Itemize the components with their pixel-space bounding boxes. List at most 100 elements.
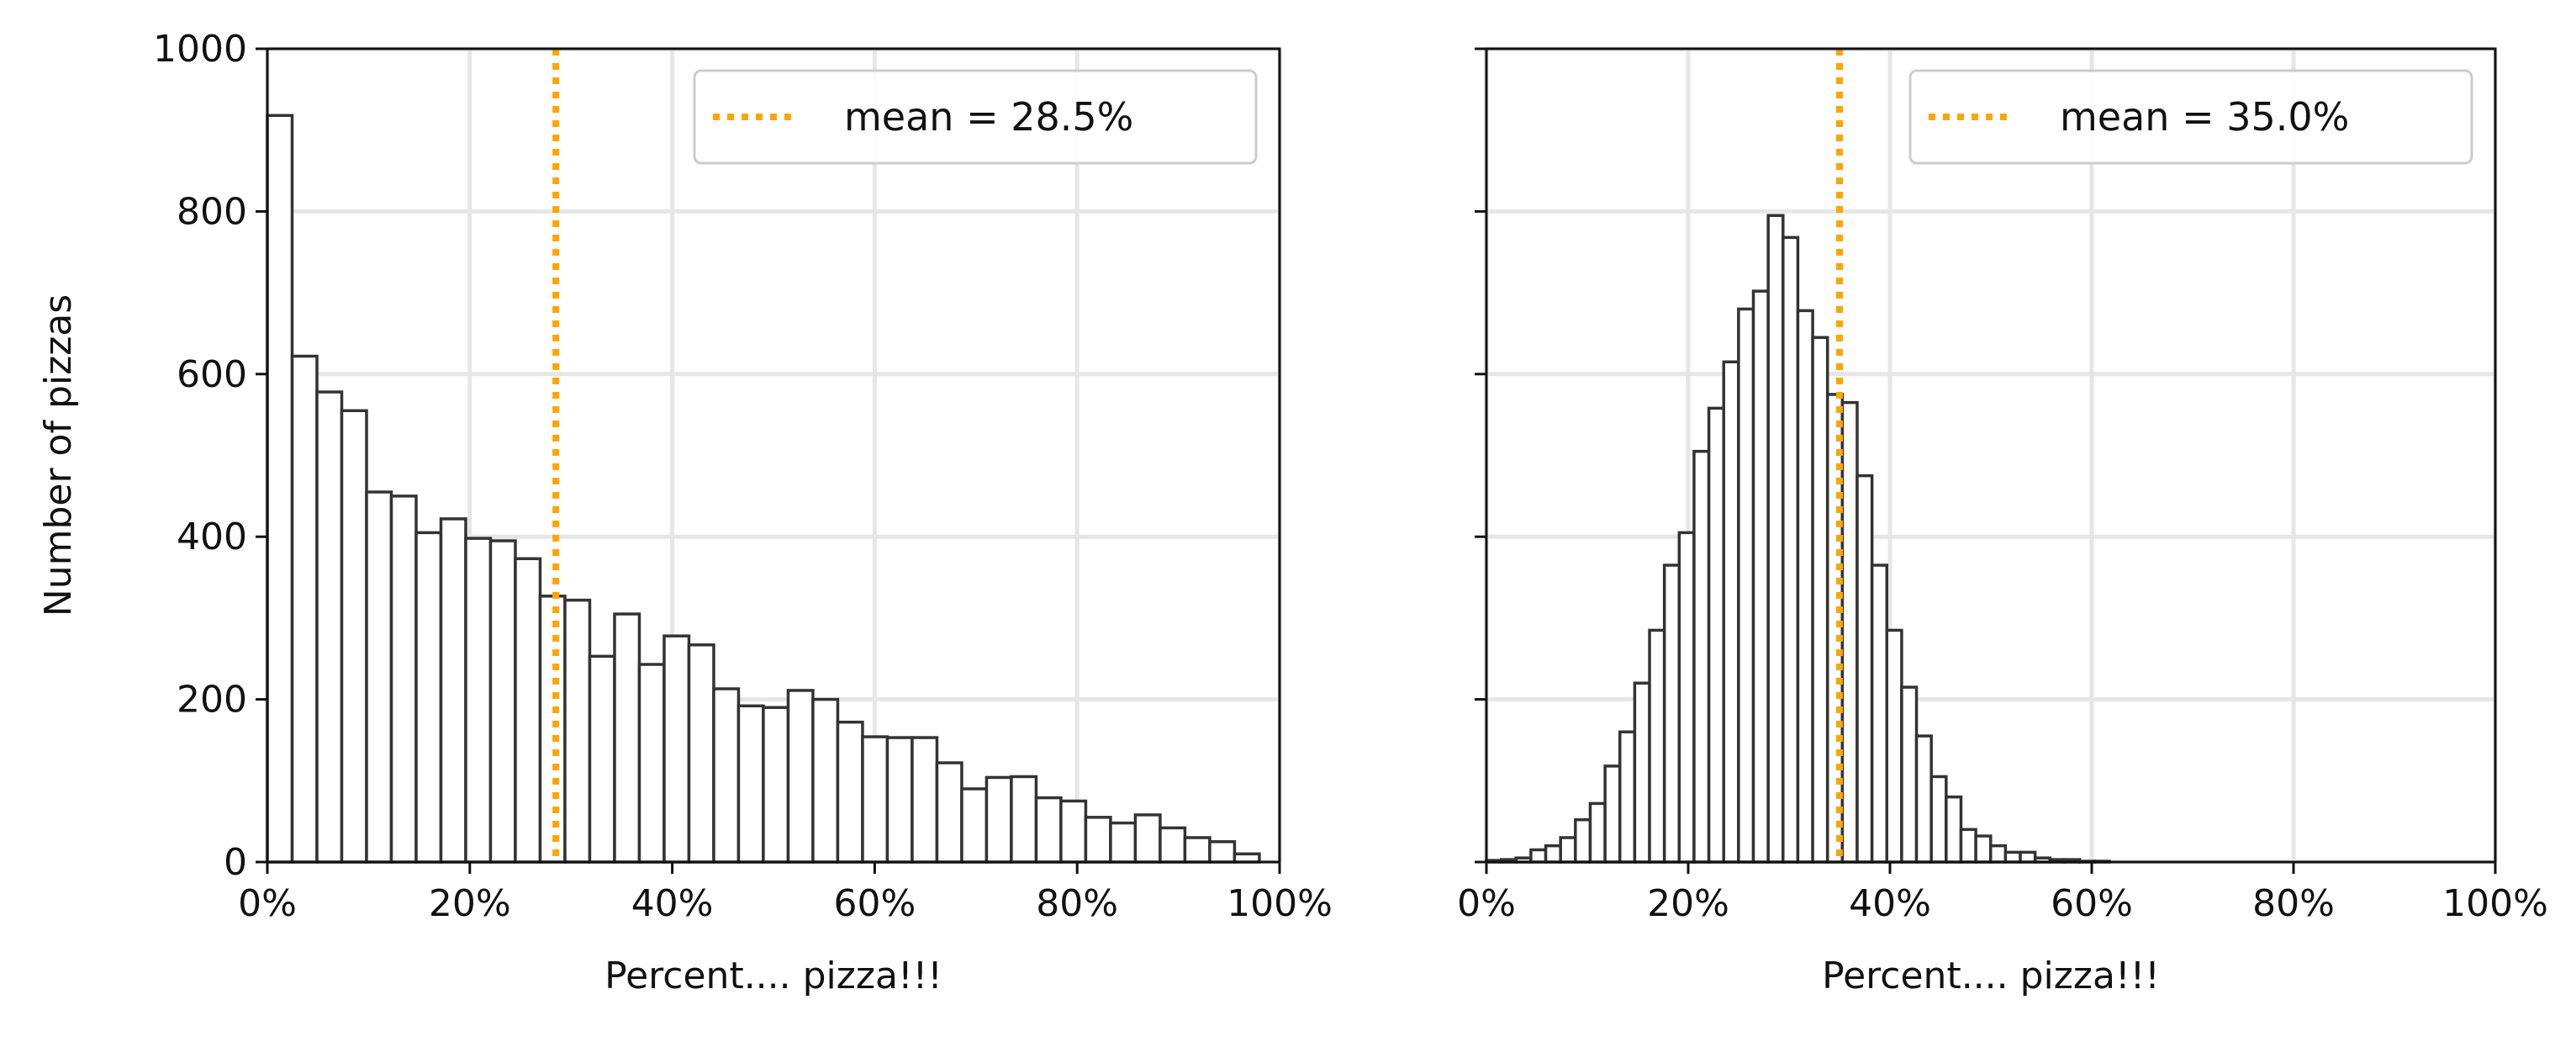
histogram-bar <box>1618 730 1637 864</box>
x-tick-label: 100% <box>1227 882 1333 925</box>
histogram-bar <box>1751 289 1770 864</box>
histogram-bar <box>1885 628 1903 864</box>
histogram-bar <box>762 706 790 864</box>
histogram-bar <box>1574 817 1592 864</box>
histogram-bar <box>960 787 989 864</box>
histogram-bar <box>1529 848 1548 864</box>
y-axis-label: Number of pizzas <box>37 294 80 616</box>
histogram-bar <box>1603 764 1622 864</box>
histogram-bar <box>1084 816 1112 864</box>
histogram-bar <box>315 390 344 864</box>
histogram-bar <box>786 689 815 864</box>
x-tick-label: 80% <box>2252 882 2335 925</box>
histogram-bar <box>1811 336 1829 864</box>
x-tick-label: 40% <box>631 882 714 925</box>
histogram-bar <box>1722 360 1740 864</box>
legend-box <box>693 69 1258 165</box>
histogram-bar <box>1945 795 1963 864</box>
x-tick-label: 40% <box>1849 882 1931 925</box>
x-tick-label: 100% <box>2442 882 2548 925</box>
y-tick-label: 800 <box>177 190 247 233</box>
histogram-bar <box>1633 681 1651 864</box>
histogram-bar <box>340 409 368 864</box>
histogram-bar <box>736 704 765 864</box>
histogram-bar <box>1109 821 1138 864</box>
histogram-bar <box>1544 844 1562 864</box>
histogram-bar <box>2019 850 2037 864</box>
histogram-bar <box>365 490 393 864</box>
histogram-bar <box>1208 840 1237 864</box>
histogram-bar <box>712 687 741 864</box>
histogram-bar <box>1707 406 1725 864</box>
histogram-bar <box>439 517 467 864</box>
histogram-bar <box>1974 834 1993 864</box>
histogram-bar <box>1959 828 1977 864</box>
histogram-bar <box>1662 563 1681 864</box>
histogram-bar <box>885 736 914 864</box>
x-axis-label: Percent.... pizza!!! <box>604 955 942 997</box>
legend-label: mean = 28.5% <box>844 94 1133 140</box>
y-tick-label: 200 <box>177 679 247 722</box>
histogram-bar <box>662 634 691 864</box>
histogram-bar <box>2003 850 2022 864</box>
histogram-bar <box>1183 836 1211 864</box>
histogram-bar <box>935 761 963 864</box>
x-tick-label: 0% <box>238 882 297 925</box>
y-tick-label: 400 <box>177 516 247 558</box>
histogram-bar <box>588 654 616 864</box>
histogram-bar <box>389 495 418 864</box>
histogram-bar <box>1737 307 1755 864</box>
histogram-bar <box>911 736 939 864</box>
legend-box <box>1908 69 2473 165</box>
histogram-bar <box>1914 734 1933 864</box>
y-tick-label: 1000 <box>153 28 247 71</box>
histogram-bar <box>464 537 493 864</box>
axes-frame <box>266 47 1281 864</box>
x-tick-label: 60% <box>2051 882 2133 925</box>
histogram-bar <box>687 643 715 864</box>
histogram-bar <box>1929 775 1948 864</box>
histogram-bar <box>1159 826 1187 864</box>
axes-frame <box>1485 47 2497 864</box>
histogram-panel-1: 0% 20% 40% 60% 80% 100% 0 200 400 600 800 1000 Perce… <box>37 28 1333 997</box>
x-tick-label: 20% <box>429 882 511 925</box>
histogram-bar <box>1559 836 1577 864</box>
histogram-bar <box>984 775 1013 864</box>
histogram-bar <box>1900 685 1919 864</box>
histogram-bar <box>1692 449 1711 864</box>
x-tick-label: 0% <box>1457 882 1516 925</box>
histogram-bar <box>1133 813 1162 864</box>
x-axis-label: Percent.... pizza!!! <box>1822 955 2160 997</box>
histogram-bar <box>637 663 666 864</box>
histogram-bar <box>414 531 443 864</box>
y-tick-label: 0 <box>224 841 247 884</box>
x-tick-label: 20% <box>1647 882 1729 925</box>
histogram-bar <box>613 612 641 864</box>
histogram-bar <box>1840 400 1859 864</box>
histogram-bar <box>290 354 319 864</box>
x-tick-label: 60% <box>834 882 916 925</box>
histogram-bar <box>1059 799 1088 864</box>
histogram-bar <box>1677 531 1696 864</box>
histogram-bar <box>1034 796 1063 864</box>
histogram-bar <box>1989 844 2008 864</box>
histogram-bar <box>514 557 542 864</box>
histogram-bar <box>1855 473 1874 864</box>
histogram-bar <box>266 114 294 864</box>
histogram-bar <box>1648 628 1666 864</box>
legend-label: mean = 35.0% <box>2060 94 2349 140</box>
histogram-bar <box>1782 235 1800 864</box>
histogram-panel-2: 0% 20% 40% 60% 80% 100% Percent.... pizza!!! me… <box>1457 46 2548 997</box>
x-tick-label: 80% <box>1036 882 1118 925</box>
histogram-bar <box>1870 563 1889 864</box>
histogram-bar <box>836 720 864 864</box>
histogram-bar <box>563 598 592 864</box>
histogram-bar <box>1766 214 1785 864</box>
histogram-bar <box>811 697 840 864</box>
histogram-bar <box>488 539 517 864</box>
histogram-bar <box>861 735 889 864</box>
histogram-bar <box>1796 309 1814 864</box>
histogram-bar <box>1588 801 1607 864</box>
y-tick-label: 600 <box>177 353 247 396</box>
